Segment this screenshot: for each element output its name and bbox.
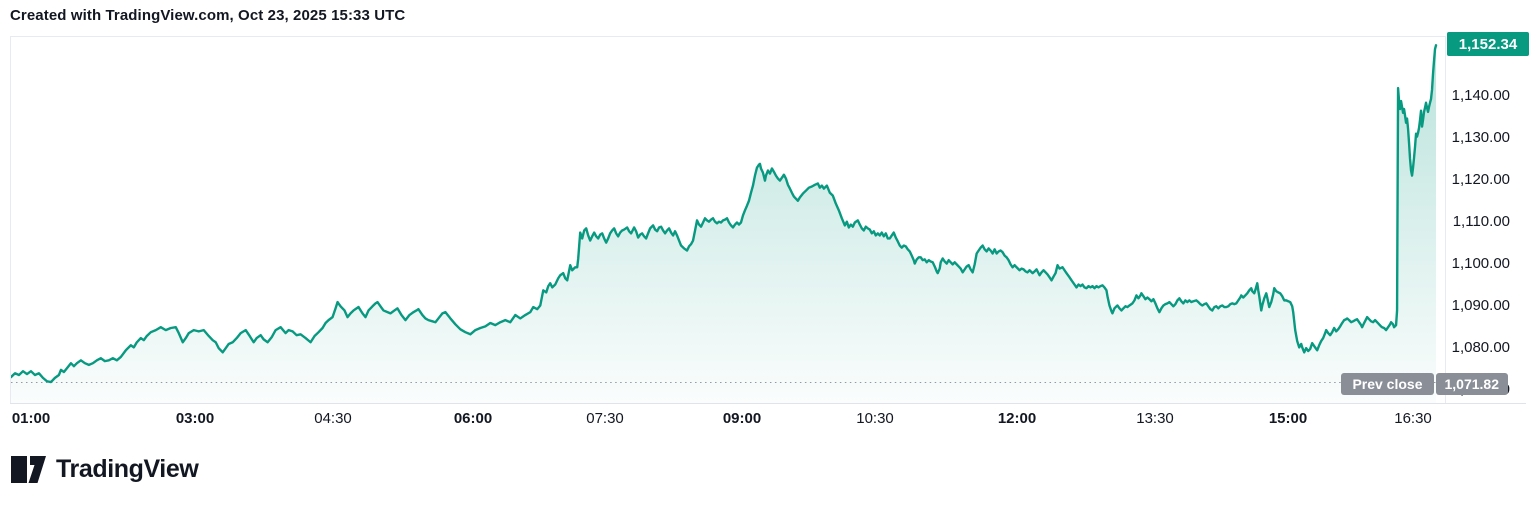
tradingview-logo-icon <box>11 456 46 483</box>
time-tick-label: 06:00 <box>453 410 493 427</box>
price-tick-label: 1,130.00 <box>1451 129 1510 146</box>
time-tick-label: 13:30 <box>1136 410 1174 427</box>
time-tick-label: 03:00 <box>175 410 215 427</box>
time-tick-label: 04:30 <box>314 410 352 427</box>
time-tick-label: 15:00 <box>1268 410 1308 427</box>
attribution: Created with TradingView.com, Oct 23, 20… <box>10 7 406 24</box>
price-tick-label: 1,140.00 <box>1451 87 1510 104</box>
prev-close-label: Prev close <box>1341 373 1434 396</box>
chart-area: 1,152.34 1,140.00 1,130.00 1,120.00 1,110.0… <box>10 32 1529 427</box>
time-tick-label: 01:00 <box>11 410 51 427</box>
plot-area <box>10 36 1446 403</box>
prev-close-value: 1,071.82 <box>1435 373 1508 396</box>
time-axis: 01:00 03:00 04:30 06:00 07:30 09:00 10:30 12:00… <box>10 404 1446 438</box>
tradingview-wordmark: TradingView <box>56 455 199 483</box>
time-tick-label: 12:00 <box>997 410 1037 427</box>
price-scale: 1,152.34 1,140.00 1,130.00 1,120.00 1,110.0… <box>1446 32 1529 403</box>
tradingview-logo[interactable]: TradingView <box>10 455 199 484</box>
time-tick-label: 16:30 <box>1394 410 1432 427</box>
price-tick-label: 1,110.00 <box>1452 213 1510 230</box>
price-chart-svg <box>11 44 1445 403</box>
price-tick-label: 1,090.00 <box>1451 297 1510 314</box>
price-line <box>11 44 1438 384</box>
price-tick-label: 1,080.00 <box>1451 339 1510 356</box>
price-tick-label: 1,120.00 <box>1451 171 1510 188</box>
time-tick-label: 09:00 <box>722 410 762 427</box>
prev-close-badge: Prev close 1,071.82 <box>1341 373 1508 396</box>
time-tick-label: 10:30 <box>856 410 894 427</box>
current-price-badge: 1,152.34 <box>1447 32 1529 57</box>
price-tick-label: 1,100.00 <box>1451 255 1510 272</box>
time-tick-label: 07:30 <box>586 410 624 427</box>
